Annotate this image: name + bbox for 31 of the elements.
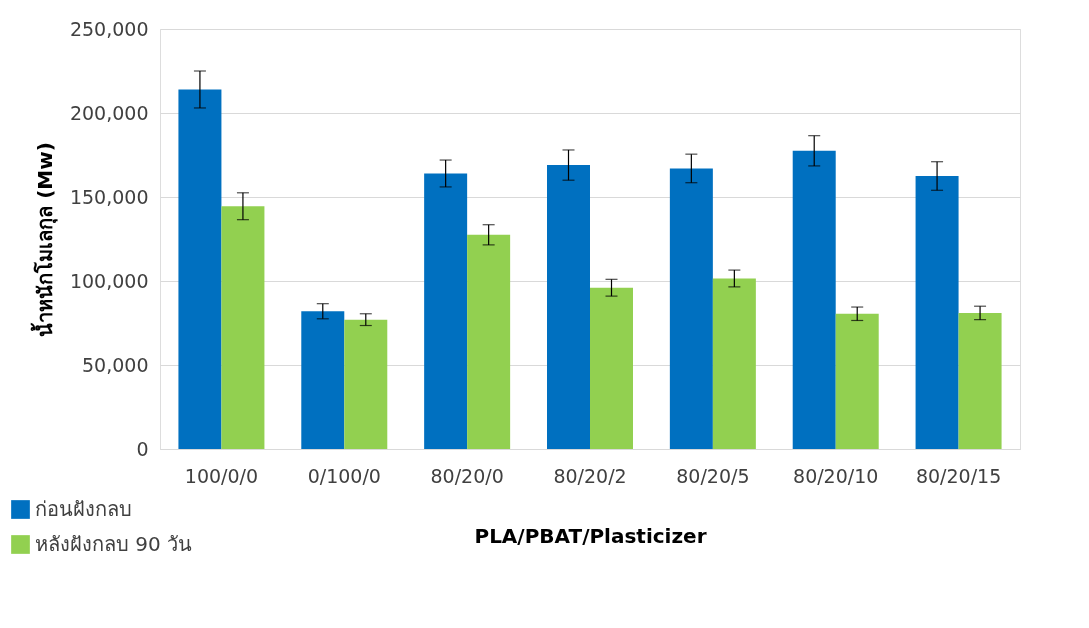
x-tick-label: 0/100/0 — [307, 464, 381, 487]
x-tick-label: 100/0/0 — [184, 464, 259, 487]
bar — [344, 319, 388, 449]
x-axis-title: PLA/PBAT/Plasticizer — [474, 523, 707, 548]
bar — [590, 287, 633, 449]
bar — [712, 278, 756, 449]
bar — [467, 234, 511, 449]
x-tick-label: 80/20/5 — [676, 464, 750, 487]
y-tick-label: 250,000 — [69, 17, 149, 40]
bar — [547, 165, 590, 449]
x-tick-label: 80/20/0 — [430, 464, 504, 487]
legend-label: หลังฝังกลบ 90 วัน — [35, 531, 193, 556]
y-tick-label: 150,000 — [69, 185, 149, 208]
y-tick-label: 100,000 — [69, 269, 149, 292]
bar — [301, 311, 345, 449]
bar — [178, 89, 222, 449]
y-axis-title: น้ำหนักโมเลกุล (Mw) — [29, 142, 58, 337]
y-tick-label: 50,000 — [82, 353, 149, 376]
bar — [792, 150, 836, 449]
y-tick-label: 0 — [136, 437, 149, 460]
bar — [669, 168, 713, 449]
x-tick-label: 80/20/10 — [793, 464, 879, 487]
bar — [221, 206, 265, 449]
x-tick-label: 80/20/2 — [553, 464, 627, 487]
x-tick-label: 80/20/15 — [915, 464, 1002, 487]
y-tick-label: 200,000 — [69, 101, 149, 124]
bar — [424, 173, 468, 449]
bar — [958, 312, 1002, 449]
bar — [915, 176, 959, 449]
bar — [835, 313, 879, 449]
legend-label: ก่อนฝังกลบ — [35, 496, 132, 521]
